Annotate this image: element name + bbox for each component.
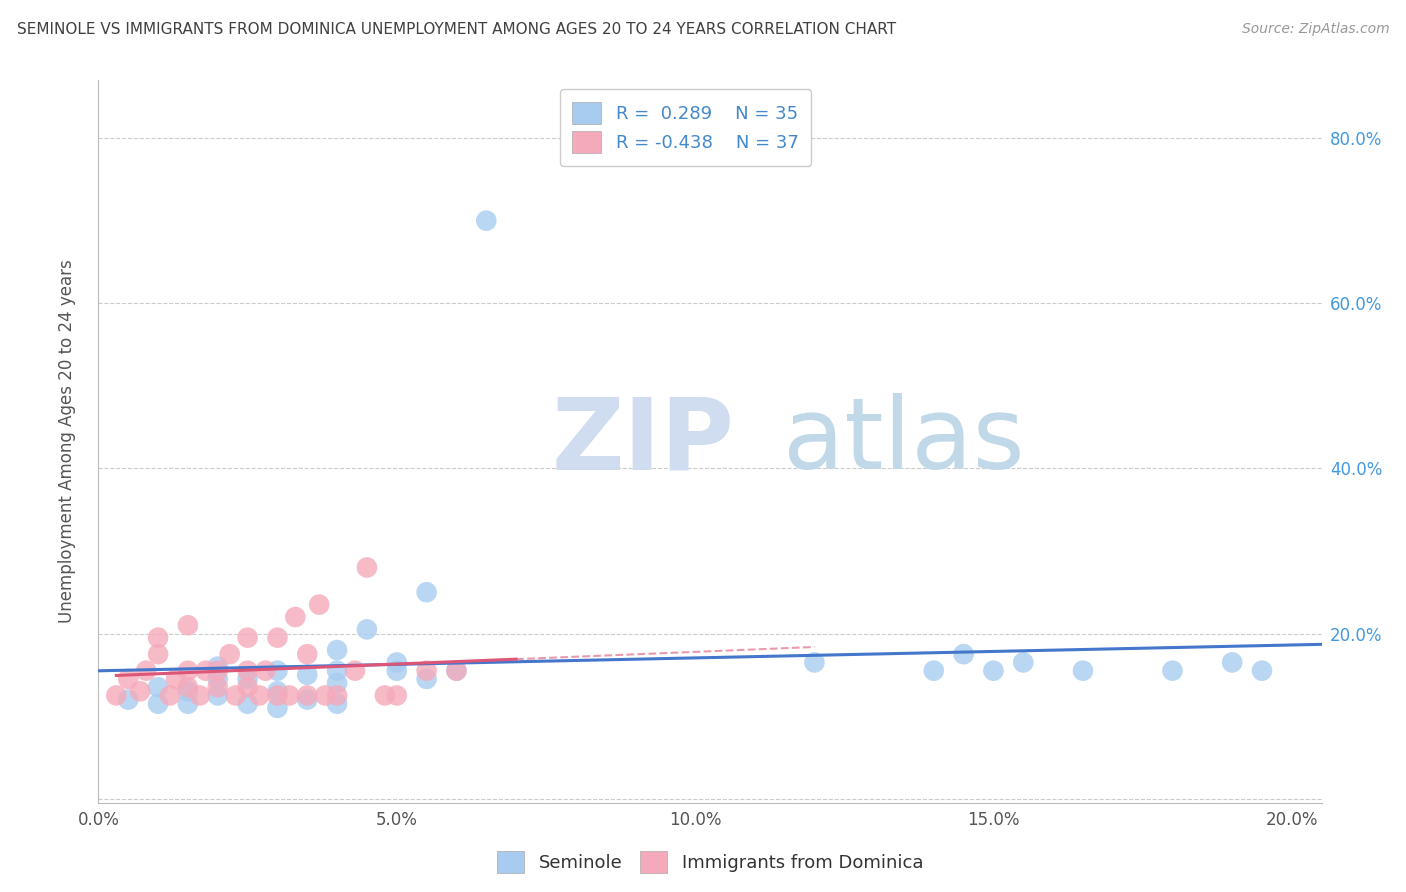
Point [326, 676, 349, 690]
Point [207, 664, 229, 678]
Point [236, 631, 259, 645]
Point [297, 647, 319, 661]
Point [177, 697, 200, 711]
Point [266, 701, 288, 715]
Point [1251, 664, 1274, 678]
Point [326, 643, 349, 657]
Point [207, 689, 229, 703]
Point [983, 664, 1005, 678]
Point [415, 672, 437, 686]
Point [254, 664, 277, 678]
Point [117, 672, 139, 686]
Point [475, 213, 498, 227]
Point [146, 647, 169, 661]
Point [446, 664, 468, 678]
Point [225, 689, 247, 703]
Point [146, 631, 169, 645]
Point [385, 656, 408, 670]
Text: SEMINOLE VS IMMIGRANTS FROM DOMINICA UNEMPLOYMENT AMONG AGES 20 TO 24 YEARS CORR: SEMINOLE VS IMMIGRANTS FROM DOMINICA UNE… [17, 22, 896, 37]
Point [159, 689, 181, 703]
Point [297, 692, 319, 706]
Point [188, 689, 211, 703]
Point [326, 689, 349, 703]
Point [326, 697, 349, 711]
Point [284, 610, 307, 624]
Point [415, 664, 437, 678]
Point [356, 560, 378, 574]
Point [177, 684, 200, 698]
Point [266, 631, 288, 645]
Point [236, 664, 259, 678]
Point [952, 647, 974, 661]
Point [308, 598, 330, 612]
Point [194, 664, 217, 678]
Point [1012, 656, 1035, 670]
Point [207, 659, 229, 673]
Point [356, 623, 378, 637]
Point [207, 672, 229, 686]
Point [1071, 664, 1094, 678]
Point [385, 664, 408, 678]
Point [177, 680, 200, 694]
Point [236, 672, 259, 686]
Point [266, 684, 288, 698]
Point [105, 689, 128, 703]
Point [236, 680, 259, 694]
Point [135, 664, 157, 678]
Point [236, 697, 259, 711]
Point [415, 585, 437, 599]
Point [1161, 664, 1184, 678]
Point [249, 689, 271, 703]
Point [146, 680, 169, 694]
Point [207, 680, 229, 694]
Point [278, 689, 301, 703]
Point [385, 689, 408, 703]
Point [803, 656, 825, 670]
Point [218, 647, 240, 661]
Y-axis label: Unemployment Among Ages 20 to 24 years: Unemployment Among Ages 20 to 24 years [58, 260, 76, 624]
Point [266, 689, 288, 703]
Point [326, 664, 349, 678]
Point [922, 664, 945, 678]
Text: ZIP: ZIP [551, 393, 734, 490]
Point [177, 618, 200, 632]
Legend: Seminole, Immigrants from Dominica: Seminole, Immigrants from Dominica [489, 844, 931, 880]
Point [297, 689, 319, 703]
Point [314, 689, 336, 703]
Point [266, 664, 288, 678]
Point [117, 692, 139, 706]
Point [297, 668, 319, 682]
Point [446, 664, 468, 678]
Point [165, 672, 187, 686]
Point [343, 664, 366, 678]
Point [374, 689, 396, 703]
Point [146, 697, 169, 711]
Text: Source: ZipAtlas.com: Source: ZipAtlas.com [1241, 22, 1389, 37]
Point [129, 684, 152, 698]
Point [177, 664, 200, 678]
Text: atlas: atlas [783, 393, 1025, 490]
Point [1220, 656, 1243, 670]
